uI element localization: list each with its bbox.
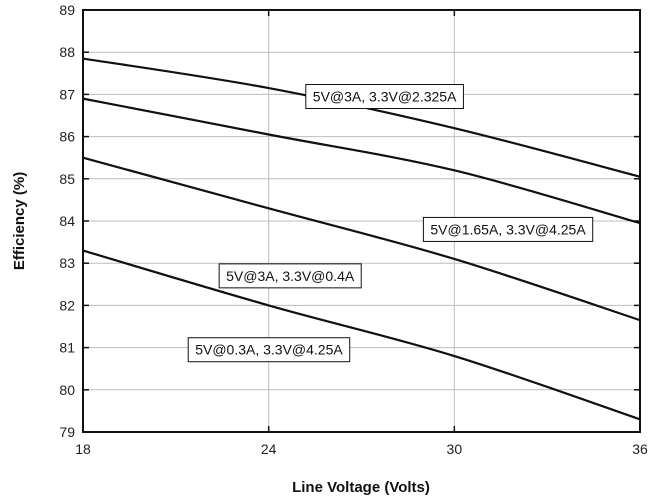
y-tick-label: 87 bbox=[59, 86, 75, 102]
series-label-box bbox=[422, 216, 594, 242]
series-label-box bbox=[218, 263, 362, 289]
series-label: 5V@3A, 3.3V@2.325A bbox=[305, 84, 464, 110]
x-tick-label: 36 bbox=[632, 441, 648, 457]
series-line bbox=[82, 249, 641, 421]
x-tick-label: 18 bbox=[75, 441, 91, 457]
series-line bbox=[82, 156, 641, 322]
series-labels: 5V@3A, 3.3V@2.325A 5V@1.65A, 3.3V@4.25A 5V… bbox=[187, 84, 594, 363]
x-tick-label: 30 bbox=[447, 441, 463, 457]
y-tick-label: 82 bbox=[59, 297, 75, 313]
series-label: 5V@3A, 3.3V@0.4A bbox=[218, 263, 362, 289]
series-label: 5V@0.3A, 3.3V@4.25A bbox=[187, 337, 351, 363]
y-tick-label: 79 bbox=[59, 424, 75, 440]
y-tick-label: 84 bbox=[59, 213, 75, 229]
y-tick-label: 86 bbox=[59, 129, 75, 145]
series-label-box bbox=[187, 337, 351, 363]
x-axis-title: Line Voltage (Volts) bbox=[292, 479, 430, 496]
series-label-text: 5V@3A, 3.3V@0.4A bbox=[226, 268, 355, 284]
series-line bbox=[82, 97, 641, 225]
y-tick-label: 88 bbox=[59, 44, 75, 60]
series-line bbox=[82, 57, 641, 178]
axis-ticks: 18 24 30 36 79 80 81 82 83 84 85 86 87 88 89 bbox=[59, 2, 648, 457]
series-label: 5V@1.65A, 3.3V@4.25A bbox=[422, 216, 594, 242]
y-tick-label: 80 bbox=[59, 382, 75, 398]
series-label-text: 5V@3A, 3.3V@2.325A bbox=[313, 89, 457, 105]
y-axis-title: Efficiency (%) bbox=[11, 172, 28, 270]
series-label-text: 5V@0.3A, 3.3V@4.25A bbox=[195, 342, 343, 358]
y-tick-label: 89 bbox=[59, 2, 75, 18]
series-lines bbox=[82, 57, 641, 421]
y-tick-label: 81 bbox=[59, 340, 75, 356]
series-label-text: 5V@1.65A, 3.3V@4.25A bbox=[430, 221, 586, 237]
series-label-box bbox=[305, 84, 464, 110]
y-tick-label: 83 bbox=[59, 255, 75, 271]
grid-lines bbox=[83, 10, 640, 432]
y-tick-label: 85 bbox=[59, 171, 75, 187]
x-tick-label: 24 bbox=[261, 441, 277, 457]
